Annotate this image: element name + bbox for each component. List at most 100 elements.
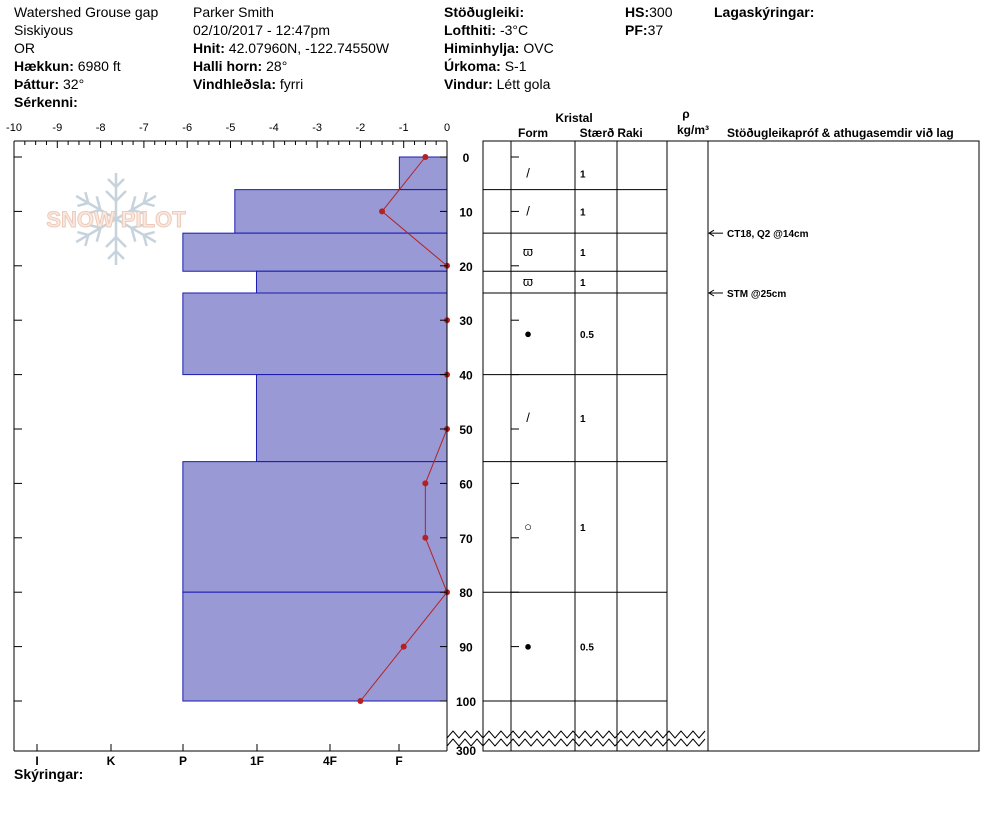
coords-label: Hnit:	[193, 40, 225, 56]
hardness-tick-label: F	[395, 754, 402, 768]
layer-size: 1	[580, 523, 586, 534]
snowflake-icon	[69, 173, 163, 267]
header-density-unit: kg/m³	[677, 123, 709, 137]
stability-test-text: STM @25cm	[727, 289, 786, 300]
hardness-tick-label: 1F	[250, 754, 264, 768]
elevation-value: 6980 ft	[77, 58, 121, 74]
layer-form-symbol: ●	[524, 639, 532, 654]
precip: Úrkoma: S-1	[444, 58, 526, 74]
hs-label: HS:	[625, 4, 650, 20]
coords-value: 42.07960N, -122.74550W	[228, 40, 390, 56]
hs-value: 300	[649, 4, 673, 20]
depth-tick-label: 40	[459, 369, 473, 383]
header-density-symbol: ρ	[682, 107, 689, 121]
depth-tick-label: 70	[459, 532, 473, 546]
temp-tick-label: -1	[399, 122, 409, 134]
crystal-table	[482, 140, 980, 752]
layer-size: 1	[580, 248, 586, 259]
location: Watershed Grouse gap	[14, 4, 159, 20]
crystal-table-header: Kristal Form Stærð Raki ρ kg/m³ Stöðugle…	[518, 107, 954, 140]
stability-tests: CT18, Q2 @14cm STM @25cm	[708, 229, 809, 300]
temperature-axis: -10 -9 -8 -7 -6 -5 -4 -3 -2 -1 0	[6, 122, 450, 148]
slope: Halli horn: 28°	[193, 58, 287, 74]
depth-tick-label: 90	[459, 641, 473, 655]
layer-form-symbol: /	[526, 203, 530, 218]
header-crystal: Kristal	[555, 111, 592, 125]
layer-form-symbol: ϖ	[523, 274, 533, 289]
layer-size: 1	[580, 278, 586, 289]
air-temp: Lofthiti: -3°C	[444, 22, 528, 38]
coordinates: Hnit: 42.07960N, -122.74550W	[193, 40, 389, 56]
pf: PF:37	[625, 22, 663, 38]
layer-rows: / 1 / 1 ϖ 1 ϖ 1 ● 0.5 / 1 ○ 1 ● 0.5	[483, 165, 667, 702]
temperature-point-9	[400, 643, 407, 650]
hardness-layer-6	[182, 461, 448, 593]
hardness-layer-5	[255, 374, 448, 463]
hardness-tick-label: 4F	[323, 754, 337, 768]
depth-bottom-label: 300	[456, 744, 476, 758]
hardness-layer-0	[398, 156, 448, 191]
hardness-layer-2	[182, 232, 448, 272]
precip-label: Úrkoma:	[444, 58, 501, 74]
temp-tick-label: -3	[312, 122, 322, 134]
header-size: Stærð	[580, 126, 615, 140]
header-form: Form	[518, 126, 548, 140]
precip-value: S-1	[504, 58, 527, 74]
air-temp-value: -3°C	[499, 22, 529, 38]
temp-tick-label: -2	[356, 122, 366, 134]
hardness-layers	[182, 156, 448, 702]
temperature-point-7	[422, 534, 429, 541]
temp-tick-label: -9	[52, 122, 62, 134]
air-temp-label: Lofthiti:	[444, 22, 497, 38]
header-moisture: Raki	[617, 126, 642, 140]
sky-value: OVC	[523, 40, 554, 56]
stability-arrow-head-1	[708, 289, 715, 297]
state: OR	[14, 40, 35, 56]
depth-tick-label: 20	[459, 260, 473, 274]
temperature-point-1	[379, 208, 386, 215]
depth-tick-label: 80	[459, 586, 473, 600]
features-label: Sérkenni:	[14, 94, 78, 110]
slope-label: Halli horn:	[193, 58, 263, 74]
layer-form-symbol: /	[526, 165, 530, 180]
pf-value: 37	[647, 22, 664, 38]
depth-tick-label: 0	[463, 151, 470, 165]
aspect: Þáttur: 32°	[14, 76, 84, 92]
wind-loading-label: Vindhleðsla:	[193, 76, 276, 92]
elevation-label: Hækkun:	[14, 58, 74, 74]
wind: Vindur: Létt gola	[444, 76, 550, 92]
watermark-text: SNOW PILOT	[46, 207, 186, 232]
stability-arrow-head-0	[708, 229, 715, 237]
datetime: 02/10/2017 - 12:47pm	[193, 22, 330, 38]
hardness-layer-4	[182, 292, 448, 376]
hardness-layer-1	[234, 189, 448, 234]
hardness-tick-label: P	[179, 754, 187, 768]
pf-label: PF:	[625, 22, 648, 38]
layer-form-symbol: ●	[524, 326, 532, 341]
sky: Himinhylja: OVC	[444, 40, 554, 56]
axis-break-zigzag	[446, 730, 706, 747]
layer-form-symbol: ○	[524, 519, 532, 534]
temperature-point-10	[357, 698, 364, 704]
header-tests: Stöðugleikapróf & athugasemdir við lag	[727, 126, 954, 140]
temp-tick-label: -6	[182, 122, 192, 134]
stability-label: Stöðugleiki:	[444, 4, 525, 20]
hs: HS:300	[625, 4, 672, 20]
aspect-label: Þáttur:	[14, 76, 60, 92]
wind-loading-value: fyrri	[279, 76, 304, 92]
hardness-layer-7	[182, 591, 448, 702]
depth-axis: 0 10 20 30 40 50 60 70 80 90 100 300	[14, 151, 519, 758]
wind-loading: Vindhleðsla: fyrri	[193, 76, 303, 92]
temp-tick-label: -10	[6, 122, 22, 134]
depth-tick-label: 100	[456, 695, 476, 709]
region: Siskiyous	[14, 22, 74, 38]
layer-form-symbol: /	[526, 410, 530, 425]
wind-value: Létt gola	[496, 76, 551, 92]
hardness-axis: I K P 1F 4F F	[35, 744, 403, 768]
temp-tick-label: -7	[139, 122, 149, 134]
temp-tick-label: -8	[96, 122, 106, 134]
wind-label: Vindur:	[444, 76, 493, 92]
layer-size: 0.5	[580, 330, 594, 341]
temperature-point-0	[422, 154, 429, 160]
